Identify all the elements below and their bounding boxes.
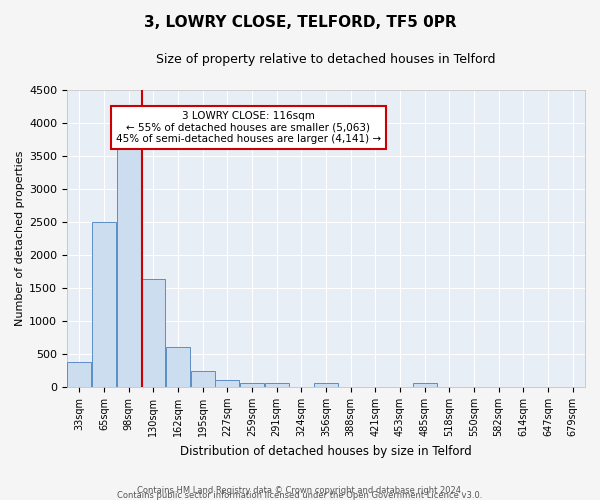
- X-axis label: Distribution of detached houses by size in Telford: Distribution of detached houses by size …: [180, 444, 472, 458]
- Bar: [314, 384, 338, 387]
- Bar: [141, 280, 166, 387]
- Bar: [166, 348, 190, 387]
- Bar: [265, 384, 289, 387]
- Y-axis label: Number of detached properties: Number of detached properties: [15, 151, 25, 326]
- Bar: [67, 362, 91, 387]
- Text: Contains public sector information licensed under the Open Government Licence v3: Contains public sector information licen…: [118, 491, 482, 500]
- Bar: [413, 384, 437, 387]
- Bar: [215, 380, 239, 387]
- Title: Size of property relative to detached houses in Telford: Size of property relative to detached ho…: [156, 52, 496, 66]
- Text: 3, LOWRY CLOSE, TELFORD, TF5 0PR: 3, LOWRY CLOSE, TELFORD, TF5 0PR: [143, 15, 457, 30]
- Bar: [116, 140, 141, 387]
- Text: 3 LOWRY CLOSE: 116sqm
← 55% of detached houses are smaller (5,063)
45% of semi-d: 3 LOWRY CLOSE: 116sqm ← 55% of detached …: [116, 111, 381, 144]
- Bar: [191, 371, 215, 387]
- Bar: [92, 222, 116, 387]
- Bar: [240, 383, 264, 387]
- Text: Contains HM Land Registry data © Crown copyright and database right 2024.: Contains HM Land Registry data © Crown c…: [137, 486, 463, 495]
